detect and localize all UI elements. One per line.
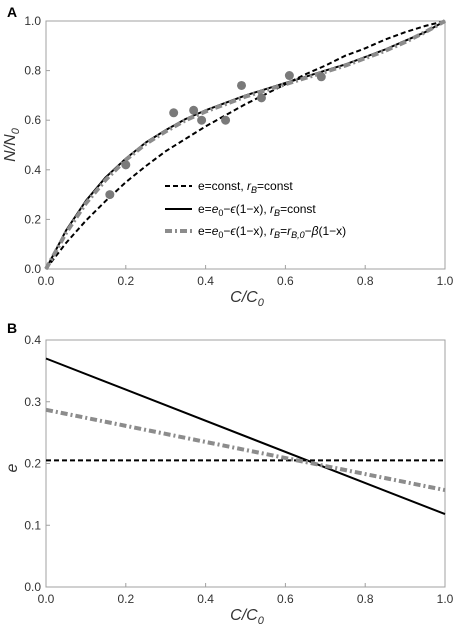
panel-a-ticks: 0.0 0.2 0.4 0.6 0.8 1.0 0.0 0.2 0.4 0.6 0.8 1.0 — [24, 14, 453, 288]
panel-b-ytick-label: 0.1 — [24, 518, 41, 532]
panel-a-ytick-label: 0.2 — [24, 212, 41, 226]
panel-a-xtick-label: 0.2 — [117, 274, 134, 288]
panel-b-xlabel: C/C0 — [230, 607, 265, 627]
panel-b-letter: B — [7, 320, 17, 336]
panel-b-xtick-label: 0.8 — [357, 592, 374, 606]
panel-a-ytick-label: 0.0 — [24, 262, 41, 276]
legend-label-1: e=const, rB=const — [198, 179, 293, 195]
panel-a-scatter — [105, 71, 326, 200]
panel-a-frame — [45, 20, 446, 270]
panel-a-xtick-label: 0.4 — [197, 274, 214, 288]
data-point — [316, 72, 326, 82]
panel-b-ytick-label: 0.0 — [24, 580, 41, 594]
panel-b-ytick-label: 0.4 — [24, 333, 41, 347]
panel-b-xtick-label: 0.6 — [277, 592, 294, 606]
panel-a-xlabel: C/C0 — [230, 289, 265, 309]
panel-b-ylabel: e — [4, 463, 21, 472]
panel-b-series-solid-black — [45, 357, 446, 516]
panel-a-ytick-label: 0.4 — [24, 163, 41, 177]
panel-b: B 0.0 0.2 0.4 0.6 0.8 1.0 0.0 0.1 0.2 0.3 0.4 e C/… — [4, 320, 454, 627]
panel-a-letter: A — [7, 4, 17, 20]
svg-text:N/N0: N/N0 — [2, 127, 22, 162]
panel-b-xtick-label: 0.2 — [117, 592, 134, 606]
panel-b-series — [45, 357, 446, 516]
panel-a-series-dashdot-gray — [44, 19, 446, 270]
panel-a-ytick-label: 0.8 — [24, 64, 41, 78]
data-point — [284, 71, 294, 81]
legend-label-2: e=e0−ϵ(1−x), rB=const — [198, 202, 316, 218]
panel-a-legend: e=const, rB=const e=e0−ϵ(1−x), rB=const … — [165, 179, 346, 240]
panel-a: A 0.0 0.2 0.4 0.6 0.8 1.0 0.0 0.2 0.4 0.6 0.8 1.0 N… — [2, 4, 454, 309]
panel-a-ytick-label: 0.6 — [24, 113, 41, 127]
panel-a-xtick-label: 0.0 — [38, 274, 55, 288]
panel-a-xtick-label: 0.6 — [277, 274, 294, 288]
panel-b-xtick-label: 1.0 — [437, 592, 454, 606]
data-point — [105, 190, 115, 200]
panel-b-ytick-label: 0.3 — [24, 395, 41, 409]
data-point — [237, 80, 247, 90]
data-point — [121, 160, 131, 170]
panel-a-xtick-label: 0.8 — [357, 274, 374, 288]
panel-b-xtick-label: 0.4 — [197, 592, 214, 606]
data-point — [169, 108, 179, 118]
panel-a-xtick-label: 1.0 — [437, 274, 454, 288]
data-point — [256, 93, 266, 103]
panel-a-ytick-label: 1.0 — [24, 14, 41, 28]
panel-b-xtick-label: 0.0 — [38, 592, 55, 606]
legend-label-3: e=e0−ϵ(1−x), rB=rB,0−β(1−x) — [198, 224, 346, 240]
data-point — [221, 115, 231, 125]
panel-b-ticks: 0.0 0.2 0.4 0.6 0.8 1.0 0.0 0.1 0.2 0.3 0.4 — [24, 333, 453, 606]
data-point — [197, 115, 207, 125]
panel-b-ytick-label: 0.2 — [24, 457, 41, 471]
panel-a-ylabel: N/N0 — [2, 127, 22, 162]
data-point — [189, 105, 199, 115]
